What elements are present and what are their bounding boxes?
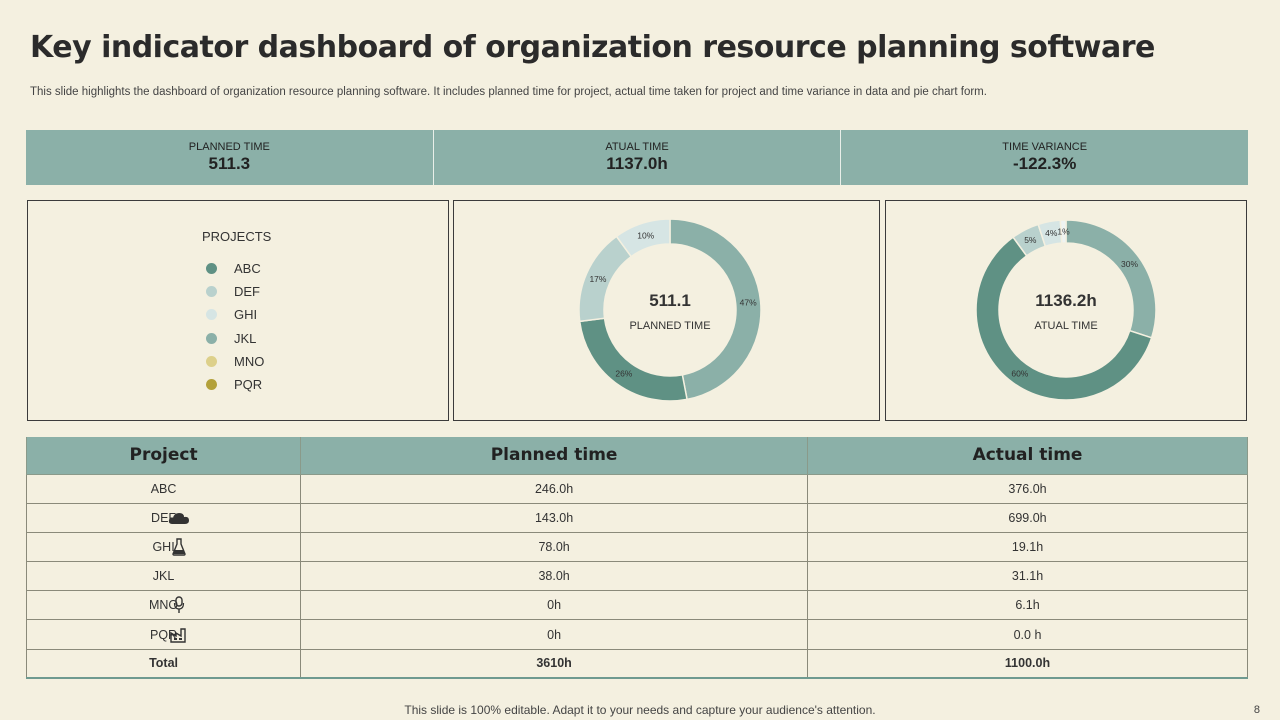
kpi-value: 1137.0h: [606, 154, 668, 173]
donut-slice-label: 47%: [740, 298, 757, 308]
cell-total-planned: 3610h: [300, 648, 809, 680]
kpi-label: ATUAL TIME: [605, 141, 669, 153]
table-total-row: Total 3610h 1100.0h: [25, 648, 1248, 680]
legend-label: ABC: [234, 261, 261, 277]
cell-project: JKL: [25, 561, 302, 592]
legend-swatch: [206, 355, 217, 367]
planned-time-donut-chart: 47% 26% 17% 10% 511.1 PLANNED TIME: [578, 218, 762, 402]
flask-icon: [168, 538, 190, 556]
cell-total-label: Total: [25, 648, 302, 680]
legend-swatch: [206, 263, 217, 275]
legend-label: DEF: [234, 284, 260, 300]
header-planned-time: Planned time: [300, 437, 809, 475]
cloud-icon: [168, 509, 190, 527]
cell-actual: 6.1h: [807, 590, 1248, 621]
donut-slice-label: 10%: [637, 230, 654, 240]
legend-item: PQR: [206, 373, 264, 396]
actual-time-donut-chart: 30% 60% 5% 4% 1% 1136.2h ATUAL TIME: [975, 219, 1157, 401]
legend-swatch: [206, 379, 217, 391]
donut-center-label: PLANNED TIME: [629, 320, 710, 332]
footer-note: This slide is 100% editable. Adapt it to…: [404, 703, 876, 717]
kpi-bar: PLANNED TIME 511.3 ATUAL TIME 1137.0h TI…: [26, 130, 1248, 185]
donut-slice-label: 60%: [1011, 369, 1028, 379]
factory-icon: [168, 626, 190, 644]
legend-item: ABC: [206, 257, 264, 280]
actual-time-donut-panel: 30% 60% 5% 4% 1% 1136.2h ATUAL TIME: [885, 200, 1247, 421]
header-project: Project: [25, 437, 302, 475]
donut-slice-label: 30%: [1121, 259, 1138, 269]
cell-planned: 0h: [300, 619, 809, 650]
table-row: GHI 78.0h 19.1h: [25, 531, 1248, 563]
cell-project: GHI: [25, 531, 302, 563]
cell-actual: 0.0 h: [807, 619, 1248, 650]
legend-label: PQR: [234, 377, 263, 393]
donut-center-value: 511.1: [649, 291, 691, 310]
donut-slice-label: 4%: [1045, 228, 1058, 238]
donut-slice-label: 1%: [1057, 227, 1070, 237]
donut-slice-label: 5%: [1024, 235, 1037, 245]
page-number: 8: [1253, 704, 1260, 716]
project-name: ABC: [150, 481, 177, 496]
cell-planned: 143.0h: [300, 502, 809, 533]
legend-label: JKL: [234, 330, 257, 346]
donut-slice-47pct: [669, 218, 762, 401]
cell-project: PQR: [25, 619, 302, 650]
project-name: GHI: [152, 539, 175, 554]
legend-swatch: [206, 332, 217, 344]
legend-label: MNO: [234, 353, 265, 369]
planned-time-donut-panel: 47% 26% 17% 10% 511.1 PLANNED TIME: [453, 200, 880, 421]
kpi-value: 511.3: [208, 154, 251, 173]
table-row: MNO 0h 6.1h: [25, 590, 1248, 621]
legend-list: ABC DEF GHI JKL MNO PQR: [206, 257, 264, 396]
project-time-table: Project Planned time Actual time ABC 246…: [25, 437, 1248, 680]
table-row: PQR 0h 0.0 h: [25, 619, 1248, 650]
donut-center-label: ATUAL TIME: [1034, 320, 1097, 332]
legend-swatch: [206, 286, 217, 298]
cell-actual: 31.1h: [807, 561, 1248, 592]
table-row: ABC 246.0h 376.0h: [25, 473, 1248, 504]
project-name: MNO: [148, 598, 179, 613]
cell-planned: 38.0h: [300, 561, 809, 592]
legend-swatch: [206, 309, 217, 321]
cell-planned: 78.0h: [300, 531, 809, 563]
header-actual-time: Actual time: [807, 437, 1248, 475]
project-name: JKL: [152, 569, 175, 584]
legend-item: DEF: [206, 280, 264, 303]
table-row: JKL 38.0h 31.1h: [25, 561, 1248, 592]
kpi-actual-time: ATUAL TIME 1137.0h: [434, 130, 842, 185]
legend-item: GHI: [206, 303, 264, 326]
cell-planned: 246.0h: [300, 473, 809, 504]
kpi-label: TIME VARIANCE: [1002, 141, 1088, 153]
donut-slice-label: 26%: [615, 369, 632, 379]
table-header-row: Project Planned time Actual time: [25, 437, 1248, 475]
cell-planned: 0h: [300, 590, 809, 621]
kpi-value: -122.3%: [1013, 154, 1077, 173]
donut-slice-label: 17%: [589, 274, 606, 284]
legend-item: MNO: [206, 350, 264, 373]
cell-project: MNO: [25, 590, 302, 621]
cell-total-actual: 1100.0h: [807, 648, 1248, 680]
legend-label: GHI: [234, 307, 258, 323]
slide-title: Key indicator dashboard of organization …: [30, 30, 1155, 65]
cell-project: ABC: [25, 473, 302, 504]
microphone-icon: [168, 596, 190, 614]
donut-slice-1pct: [1059, 219, 1067, 244]
cell-project: DEF: [25, 502, 302, 533]
kpi-time-variance: TIME VARIANCE -122.3%: [841, 130, 1248, 185]
table-row: DEF 143.0h 699.0h: [25, 502, 1248, 533]
legend-panel: PROJECTS ABC DEF GHI JKL MNO PQR: [27, 200, 449, 421]
legend-title: PROJECTS: [202, 229, 272, 244]
donut-slice-60pct: [975, 236, 1153, 401]
cell-actual: 19.1h: [807, 531, 1248, 563]
donut-center-value: 1136.2h: [1035, 291, 1096, 310]
legend-item: JKL: [206, 327, 264, 350]
slide-subtitle: This slide highlights the dashboard of o…: [30, 86, 987, 98]
kpi-planned-time: PLANNED TIME 511.3: [26, 130, 434, 185]
kpi-label: PLANNED TIME: [188, 141, 270, 153]
cell-actual: 376.0h: [807, 473, 1248, 504]
donut-slice-10pct: [615, 218, 671, 258]
cell-actual: 699.0h: [807, 502, 1248, 533]
